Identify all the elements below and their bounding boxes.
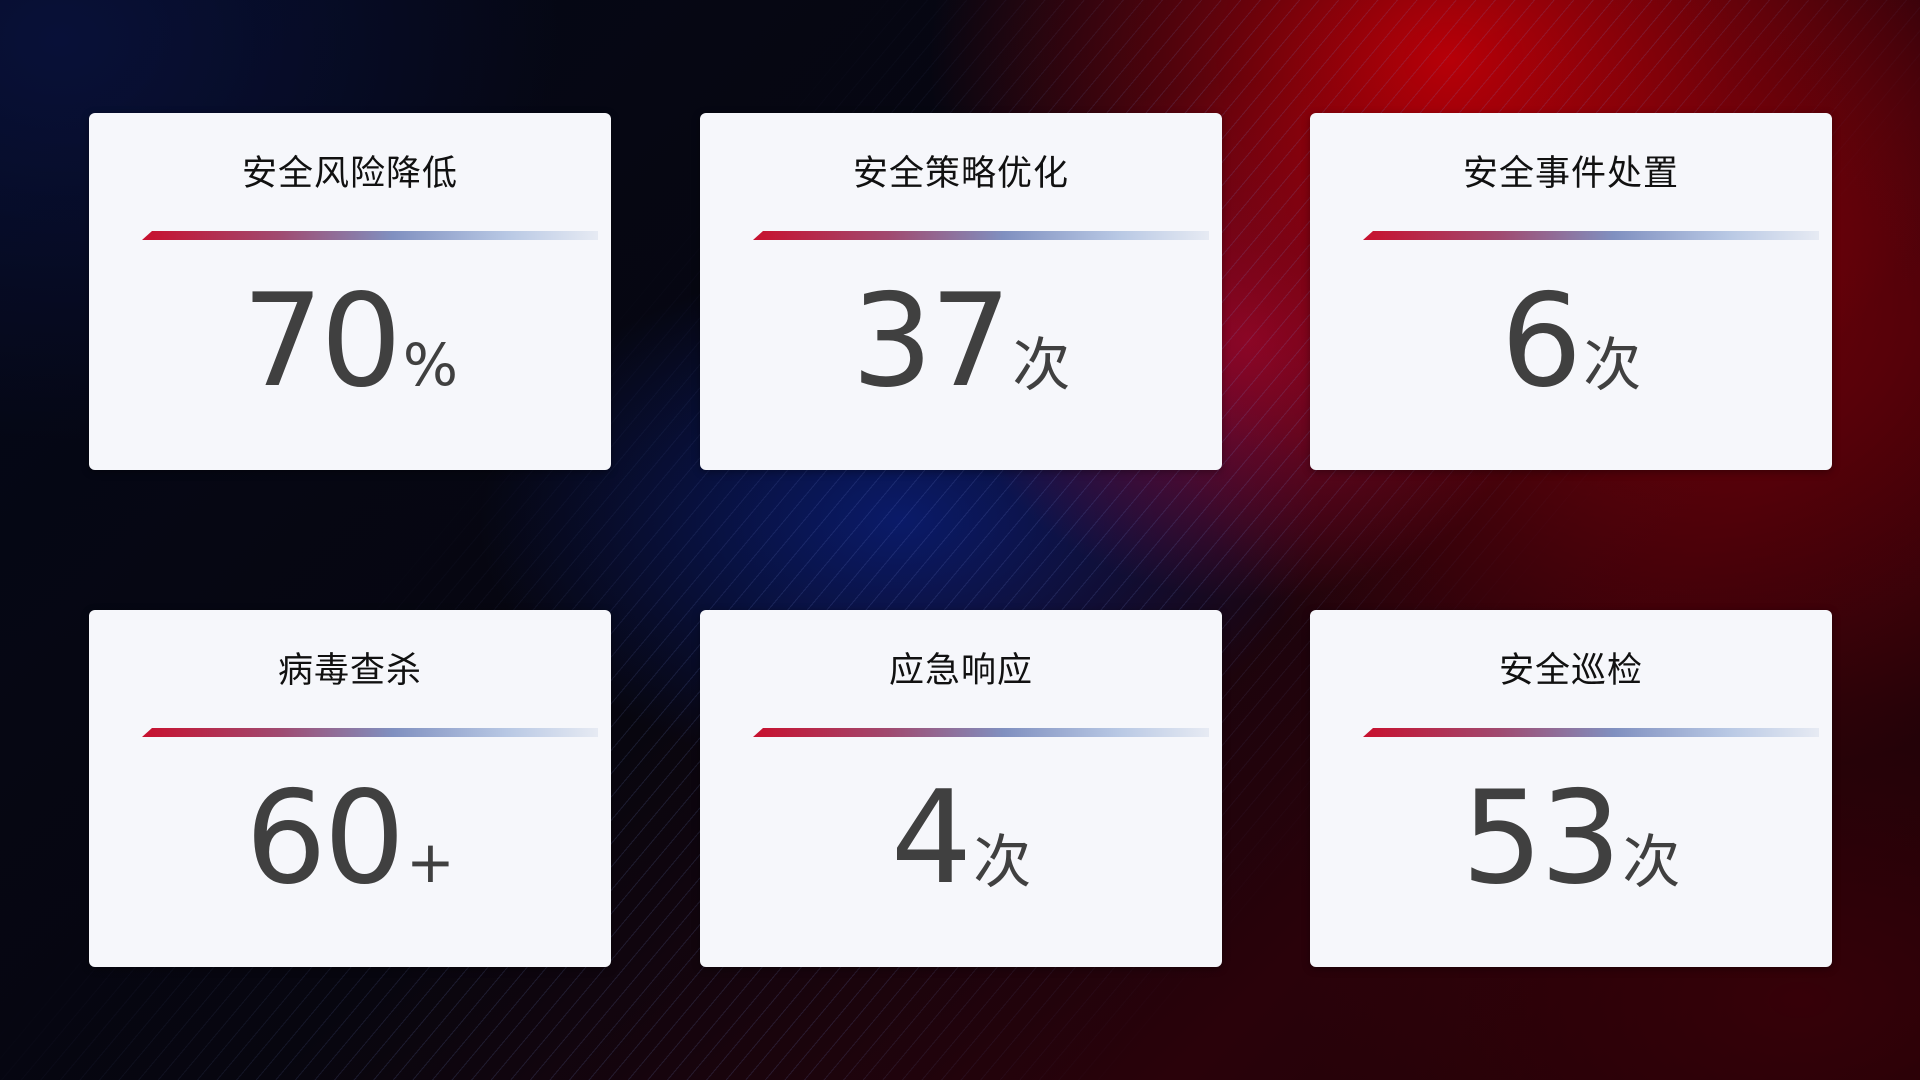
value-number: 4 <box>890 764 972 913</box>
value-number: 6 <box>1500 267 1582 416</box>
card-title: 安全风险降低 <box>241 154 458 194</box>
card-title: 病毒查杀 <box>277 651 422 691</box>
stat-card-emergency-response: 应急响应 4次 <box>700 610 1222 967</box>
card-value: 70% <box>89 278 611 406</box>
card-divider <box>142 231 598 240</box>
card-title: 安全巡检 <box>1498 651 1643 691</box>
value-unit: 次 <box>973 828 1032 896</box>
card-divider <box>1363 231 1819 240</box>
card-divider <box>142 728 598 737</box>
card-value: 6次 <box>1310 278 1832 406</box>
value-unit: 次 <box>1622 828 1681 896</box>
card-title: 安全策略优化 <box>852 154 1069 194</box>
card-title: 应急响应 <box>888 651 1033 691</box>
card-value: 60+ <box>89 775 611 903</box>
card-value: 53次 <box>1310 775 1832 903</box>
card-divider <box>753 231 1209 240</box>
card-divider <box>753 728 1209 737</box>
stat-card-policy-optimization: 安全策略优化 37次 <box>700 113 1222 470</box>
stat-card-security-patrol: 安全巡检 53次 <box>1310 610 1832 967</box>
stat-card-risk-reduction: 安全风险降低 70% <box>89 113 611 470</box>
value-unit: 次 <box>1583 331 1642 399</box>
card-value: 37次 <box>700 278 1222 406</box>
value-number: 70 <box>242 267 402 416</box>
value-number: 37 <box>851 267 1012 416</box>
card-divider <box>1363 728 1819 737</box>
value-unit: 次 <box>1012 331 1071 399</box>
stat-card-virus-removal: 病毒查杀 60+ <box>89 610 611 967</box>
value-unit: + <box>406 828 455 896</box>
value-number: 60 <box>245 764 405 913</box>
stat-card-incident-handling: 安全事件处置 6次 <box>1310 113 1832 470</box>
value-unit: % <box>402 331 458 399</box>
card-title: 安全事件处置 <box>1462 154 1679 194</box>
card-value: 4次 <box>700 775 1222 903</box>
value-number: 53 <box>1461 764 1622 913</box>
